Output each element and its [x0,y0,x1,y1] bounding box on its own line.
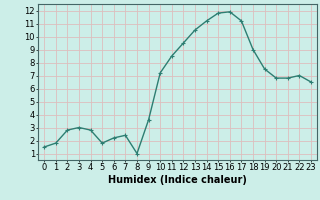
X-axis label: Humidex (Indice chaleur): Humidex (Indice chaleur) [108,175,247,185]
